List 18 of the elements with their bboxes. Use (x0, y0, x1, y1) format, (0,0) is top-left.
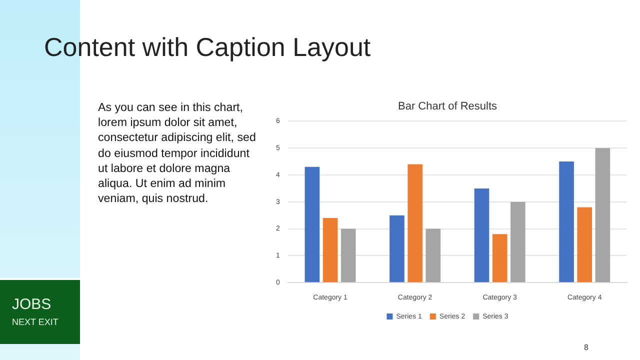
bar (559, 162, 574, 282)
bar (304, 166, 320, 282)
text: NEXT EXIT (12, 317, 58, 327)
text: As you can see in this chart, lorem ipsum dolor sit amet, consectetur adipiscing elit, sed do eiusmod tempor incididunt ut labore et dolore magna aliqua. Ut enim ad minim veniam, quis nostrud. (98, 100, 256, 206)
chart-title: Bar Chart of Results (398, 100, 498, 113)
bar (322, 218, 338, 282)
bar (340, 228, 356, 282)
bar (426, 228, 441, 282)
bar (510, 202, 526, 282)
bar (408, 164, 422, 282)
bar (595, 148, 610, 282)
bar (390, 215, 404, 282)
bar (492, 234, 508, 282)
bar (577, 207, 592, 282)
text: Content with Caption Layout (44, 32, 371, 63)
text: 8 (584, 343, 588, 352)
bar (474, 188, 490, 282)
text: JOBS (12, 296, 52, 313)
